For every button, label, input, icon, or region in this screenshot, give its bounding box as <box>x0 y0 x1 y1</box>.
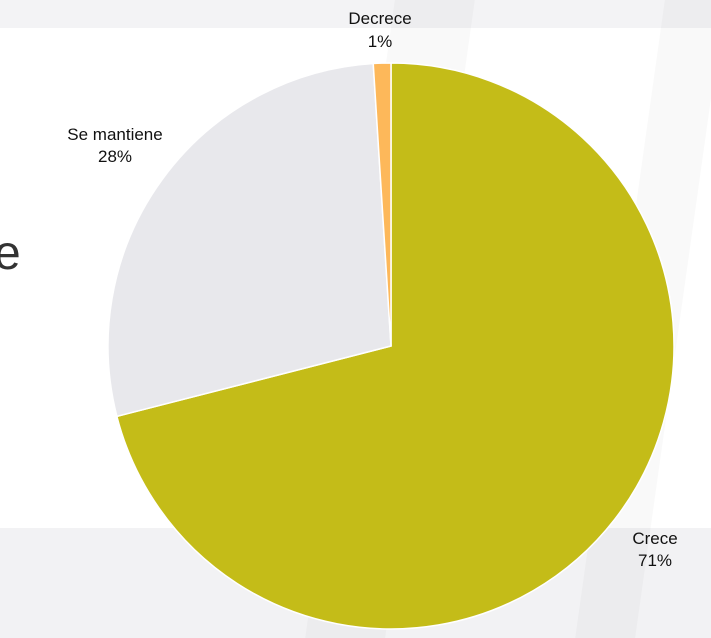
slice-label-crece-name: Crece <box>632 529 677 548</box>
slice-label-decrece-name: Decrece <box>348 9 411 28</box>
pie-slice-crece <box>115 62 675 630</box>
slice-label-decrece-value: 1% <box>368 32 393 51</box>
slice-label-se-mantiene-value: 28% <box>98 147 132 166</box>
pie-slice-decrece <box>372 62 392 347</box>
pie-labels: Crece 71% Se mantiene 28% Decrece 1% <box>67 9 677 570</box>
slice-label-se-mantiene-name: Se mantiene <box>67 125 162 144</box>
pie-slice-se-mantiene <box>107 62 392 418</box>
slice-label-crece-value: 71% <box>638 551 672 570</box>
background-partial-text: e <box>0 227 21 280</box>
background-top-band <box>0 0 711 28</box>
pie-slices <box>107 62 675 630</box>
